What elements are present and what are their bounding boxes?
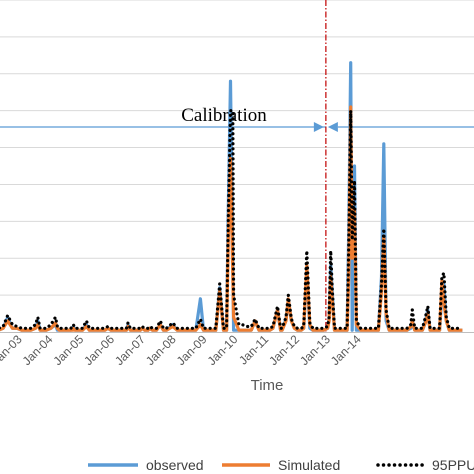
legend-simulated-label: Simulated <box>278 457 340 473</box>
calibration-annotation: Calibration <box>0 105 474 132</box>
x-tick-label: Jan-06 <box>81 332 117 368</box>
calibration-label: Calibration <box>181 105 267 126</box>
x-tick-labels: Jan-02Jan-03Jan-04Jan-05Jan-06Jan-07Jan-… <box>0 332 364 368</box>
x-tick-label: Jan-12 <box>266 332 302 368</box>
x-tick-label: Jan-14 <box>328 332 364 368</box>
calibration-arrow-head-left <box>327 122 338 132</box>
series-95ppu-line <box>0 109 464 330</box>
x-tick-label: Jan-13 <box>297 332 333 368</box>
legend: observed Simulated 95PPU <box>88 457 474 473</box>
calibration-arrow-head-right <box>313 122 324 132</box>
x-axis-title: Time <box>251 377 284 394</box>
x-tick-label: Jan-03 <box>0 332 25 368</box>
x-tick-label: Jan-11 <box>236 332 271 367</box>
x-tick-label: Jan-09 <box>174 332 210 368</box>
x-tick-label: Jan-04 <box>20 332 56 368</box>
legend-observed-label: observed <box>146 457 204 473</box>
x-tick-label: Jan-07 <box>112 332 148 368</box>
x-tick-label: Jan-05 <box>50 332 86 368</box>
gridlines <box>0 0 474 296</box>
x-tick-label: Jan-10 <box>205 332 241 368</box>
series-lines <box>0 61 464 332</box>
x-tick-label: Jan-08 <box>143 332 179 368</box>
legend-95ppu-label: 95PPU <box>432 457 474 473</box>
